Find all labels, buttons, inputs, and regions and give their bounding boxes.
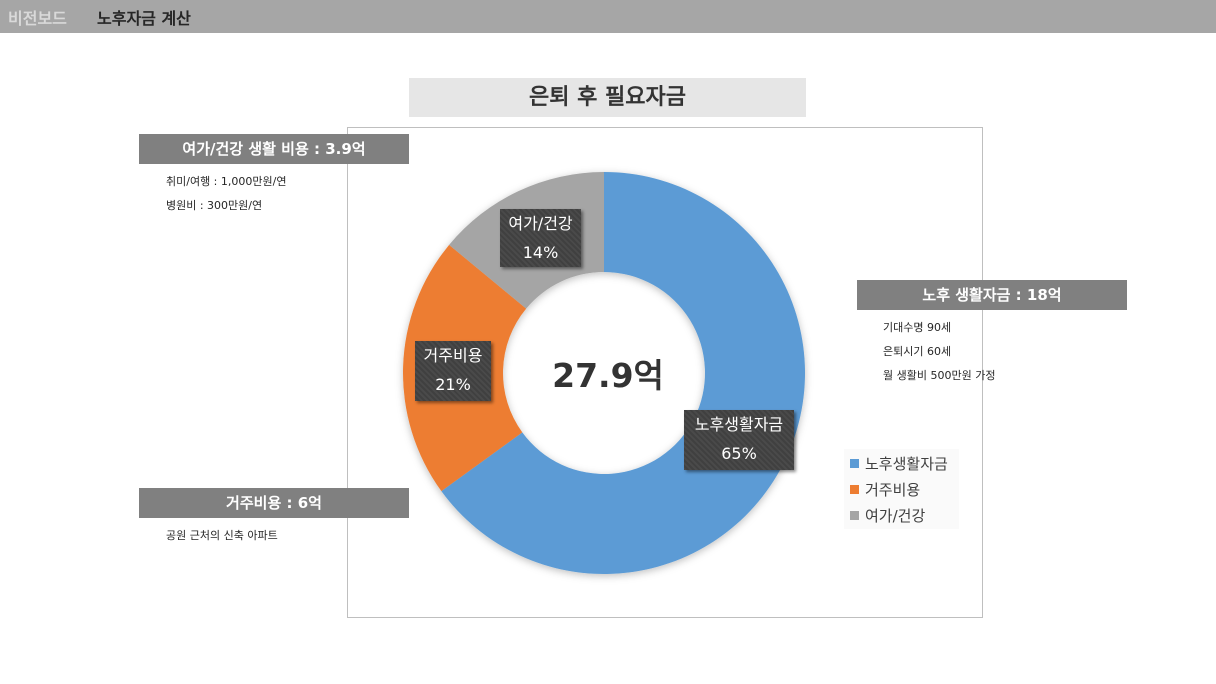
chart-legend: 노후생활자금 거주비용 여가/건강 [844, 449, 959, 529]
data-label-living-value: 65% [721, 444, 757, 463]
living-note-monthly-cost: 월 생활비 500만원 가정 [883, 369, 996, 382]
living-notes: 기대수명 90세 은퇴시기 60세 월 생활비 500만원 가정 [883, 316, 995, 388]
housing-notes: 공원 근처의 신축 아파트 [166, 524, 278, 548]
breadcrumb-root[interactable]: 비전보드 [8, 9, 67, 28]
top-bar: 비전보드 노후자금 계산 [0, 0, 1216, 33]
legend-label-leisure: 여가/건강 [865, 507, 926, 525]
breadcrumb-current: 노후자금 계산 [97, 9, 191, 28]
living-note-retirement-age: 은퇴시기 60세 [883, 345, 952, 358]
legend-label-housing: 거주비용 [865, 481, 921, 499]
leisure-notes: 취미/여행 : 1,000만원/연 병원비 : 300만원/연 [166, 170, 286, 218]
donut-slice-living [441, 172, 805, 574]
living-note-life-expectancy: 기대수명 90세 [883, 321, 952, 334]
center-total: 27.9억 [552, 356, 664, 395]
data-label-housing-value: 21% [435, 375, 471, 394]
legend-item-housing: 거주비용 [850, 480, 920, 500]
leisure-note-hospital: 병원비 : 300만원/연 [166, 199, 263, 212]
legend-swatch-leisure [850, 511, 859, 520]
chart-frame [347, 127, 983, 618]
legend-label-living: 노후생활자금 [865, 455, 948, 473]
legend-swatch-housing [850, 485, 859, 494]
leisure-cost-header: 여가/건강 생활 비용 : 3.9억 [139, 134, 409, 164]
living-cost-header: 노후 생활자금 : 18억 [857, 280, 1127, 310]
leisure-note-hobby: 취미/여행 : 1,000만원/연 [166, 175, 287, 188]
data-label-leisure-value: 14% [522, 243, 559, 262]
data-label-leisure-name: 여가/건강 [508, 214, 573, 233]
legend-item-living: 노후생활자금 [850, 454, 948, 474]
legend-swatch-living [850, 459, 859, 468]
legend-item-leisure: 여가/건강 [850, 506, 925, 526]
housing-cost-header: 거주비용 : 6억 [139, 488, 409, 518]
chart-title: 은퇴 후 필요자금 [409, 78, 806, 117]
data-label-leisure: 여가/건강 14% [500, 209, 581, 267]
housing-note-apartment: 공원 근처의 신축 아파트 [166, 529, 278, 542]
data-label-housing: 거주비용 21% [415, 341, 491, 401]
data-label-living-name: 노후생활자금 [694, 415, 784, 434]
data-label-housing-name: 거주비용 [423, 346, 483, 365]
data-label-living: 노후생활자금 65% [684, 410, 794, 470]
